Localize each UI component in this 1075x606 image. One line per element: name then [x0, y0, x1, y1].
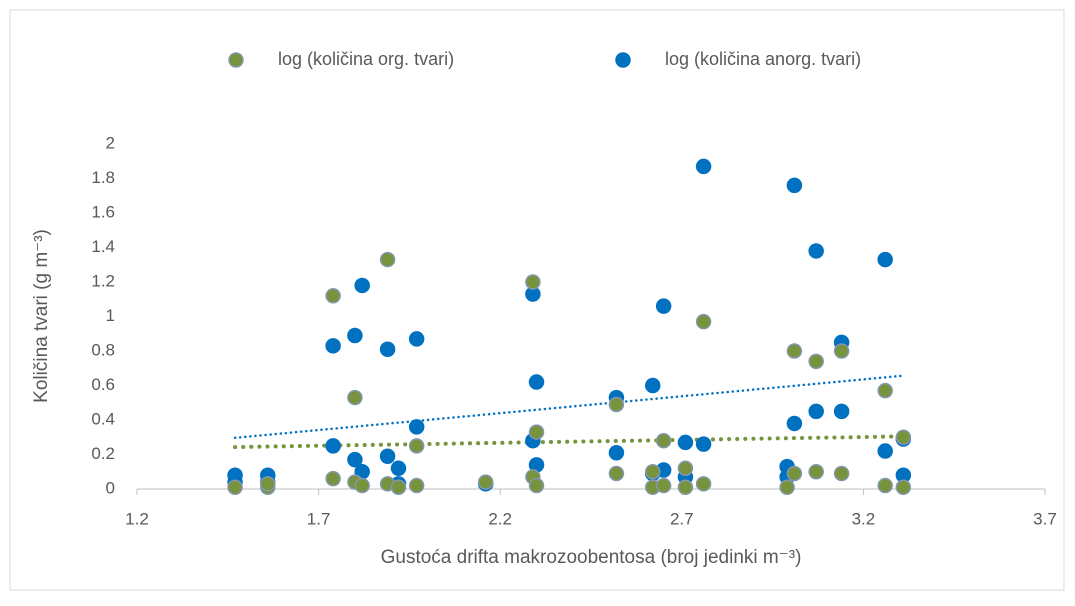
- scatter-point: [655, 477, 672, 494]
- scatter-point: [477, 474, 494, 490]
- scatter-point: [655, 432, 672, 449]
- scatter-point: [808, 464, 824, 480]
- y-tick-label: 0.4: [91, 409, 115, 428]
- scatter-point: [379, 251, 396, 268]
- scatter-point: [325, 338, 341, 354]
- scatter-point: [528, 477, 545, 494]
- scatter-point: [695, 158, 712, 175]
- scatter-point: [895, 429, 912, 445]
- scatter-point: [325, 288, 341, 304]
- y-tick-label: 0.6: [91, 375, 115, 394]
- scatter-point: [677, 434, 694, 451]
- scatter-point: [260, 476, 276, 492]
- scatter-point: [608, 396, 625, 413]
- scatter-point: [608, 465, 625, 482]
- scatter-point: [877, 382, 893, 399]
- scatter-point: [808, 403, 824, 420]
- y-tick-label: 0: [106, 478, 115, 497]
- y-tick-label: 1.8: [91, 168, 115, 187]
- y-tick-label: 1.2: [91, 271, 115, 290]
- scatter-point: [325, 470, 341, 487]
- scatter-point: [833, 343, 850, 359]
- scatter-point: [528, 374, 545, 390]
- scatter-point: [390, 479, 407, 496]
- scatter-point: [347, 389, 363, 406]
- scatter-point: [408, 419, 425, 435]
- scatter-point: [325, 438, 341, 454]
- legend-label: log (količina org. tvari): [278, 49, 454, 69]
- scatter-point: [895, 479, 912, 496]
- x-tick-label: 3.2: [852, 509, 876, 528]
- scatter-point: [408, 438, 425, 454]
- scatter-point: [390, 460, 407, 477]
- scatter-point: [808, 353, 824, 370]
- x-tick-label: 3.7: [1033, 509, 1057, 528]
- scatter-point: [808, 243, 824, 259]
- scatter-point: [644, 377, 661, 394]
- scatter-point: [379, 448, 396, 464]
- scatter-point: [525, 274, 541, 290]
- scatter-point: [347, 327, 363, 344]
- scatter-point: [877, 443, 893, 459]
- scatter-point: [408, 331, 425, 347]
- y-axis-title: Količina tvari (g m⁻³): [31, 229, 52, 403]
- scatter-point: [379, 341, 396, 358]
- y-tick-label: 2: [106, 133, 115, 152]
- scatter-point: [833, 465, 850, 482]
- scatter-point: [528, 424, 545, 440]
- scatter-point: [695, 436, 712, 452]
- scatter-point: [644, 464, 661, 480]
- y-tick-label: 0.8: [91, 340, 115, 359]
- scatter-point: [354, 277, 370, 294]
- scatter-point: [695, 476, 712, 492]
- scatter-point: [786, 343, 803, 359]
- scatter-point: [786, 415, 803, 432]
- legend-marker: [615, 52, 631, 68]
- scatter-point: [677, 479, 694, 496]
- legend-label: log (količina anorg. tvari): [665, 49, 861, 69]
- x-tick-label: 1.7: [307, 509, 331, 528]
- x-axis-title: Gustoća drifta makrozoobentosa (broj jed…: [381, 547, 802, 568]
- x-tick-label: 2.7: [670, 509, 694, 528]
- scatter-point: [779, 479, 795, 496]
- y-tick-label: 0.2: [91, 444, 115, 463]
- legend-marker: [228, 52, 244, 68]
- scatter-point: [655, 298, 672, 314]
- scatter-point: [347, 451, 363, 468]
- scatter-point: [786, 177, 803, 194]
- scatter-point: [354, 477, 370, 494]
- scatter-point: [877, 251, 893, 268]
- trendline: [233, 374, 905, 440]
- scatter-point: [786, 465, 803, 482]
- y-tick-label: 1: [106, 306, 115, 325]
- x-tick-label: 2.2: [488, 509, 512, 528]
- scatter-point: [695, 313, 712, 330]
- scatter-point: [877, 477, 893, 494]
- scatter-point: [227, 479, 243, 496]
- scatter-point: [677, 460, 694, 477]
- y-tick-label: 1.6: [91, 202, 115, 221]
- scatter-point: [408, 477, 425, 494]
- scatter-point: [833, 403, 850, 420]
- y-tick-label: 1.4: [91, 237, 115, 256]
- x-tick-label: 1.2: [125, 509, 149, 528]
- scatter-point: [608, 445, 625, 461]
- trendline: [233, 434, 906, 450]
